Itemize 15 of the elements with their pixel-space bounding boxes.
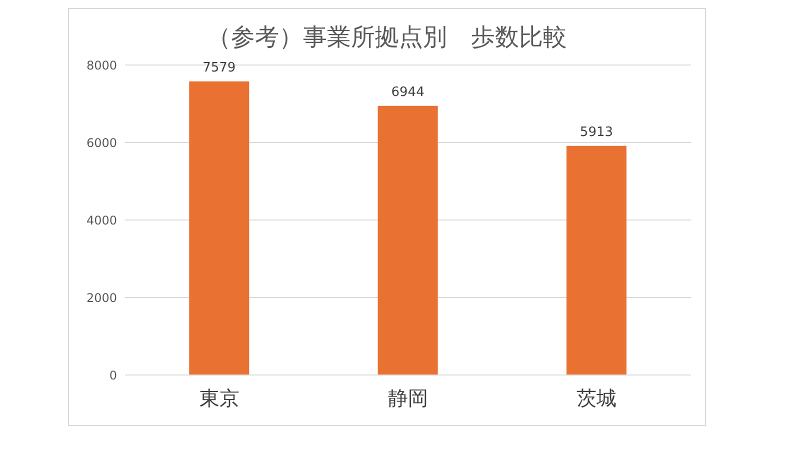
y-tick-label: 8000 <box>86 58 117 72</box>
data-label: 6944 <box>391 84 424 100</box>
y-tick-label: 0 <box>109 368 117 382</box>
data-label: 5913 <box>580 124 614 140</box>
x-tick-label: 茨城 <box>576 386 617 410</box>
bar <box>378 106 438 375</box>
y-tick-label: 2000 <box>86 290 117 305</box>
chart-title: （参考）事業所拠点別 歩数比較 <box>206 22 568 53</box>
data-label: 7579 <box>202 60 236 76</box>
bar <box>189 81 250 375</box>
y-tick-label: 4000 <box>86 213 117 228</box>
x-tick-label: 静岡 <box>388 386 428 410</box>
x-tick-label: 東京 <box>199 386 240 410</box>
bar <box>566 146 626 375</box>
y-tick-label: 6000 <box>86 136 117 150</box>
